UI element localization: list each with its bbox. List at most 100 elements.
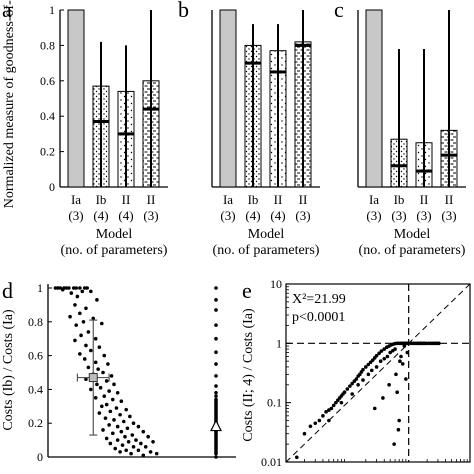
y-tick-label: 0.4 bbox=[28, 382, 43, 396]
panel-e-annotation-chi2: X²=21.99 bbox=[292, 292, 346, 307]
data-point bbox=[73, 338, 77, 343]
data-point bbox=[331, 403, 336, 408]
data-point bbox=[73, 303, 77, 307]
data-point bbox=[100, 321, 104, 326]
x-category-label: Ib bbox=[394, 192, 405, 207]
x-axis-subtitle: (no. of parameters) bbox=[359, 243, 466, 258]
data-point bbox=[84, 306, 88, 311]
data-point bbox=[141, 453, 146, 458]
data-point bbox=[374, 353, 379, 358]
x-param-label: (3) bbox=[366, 208, 381, 223]
panel-d-chart: 0 0.2 0.4 0.6 0.8 1 bbox=[28, 281, 236, 464]
y-tick-label: 10 bbox=[270, 277, 282, 291]
x-category-label: Ib bbox=[248, 192, 259, 207]
x-param-label: (3) bbox=[143, 208, 158, 223]
data-point bbox=[68, 314, 72, 319]
data-point bbox=[406, 341, 411, 346]
data-point bbox=[143, 445, 148, 449]
data-point bbox=[313, 421, 318, 426]
x-param-label: (4) bbox=[245, 208, 260, 223]
data-point bbox=[78, 311, 82, 316]
data-point bbox=[308, 424, 313, 429]
data-point bbox=[382, 347, 387, 351]
x-axis-subtitle: (no. of parameters) bbox=[213, 243, 320, 258]
data-point bbox=[74, 286, 78, 290]
data-point bbox=[356, 383, 360, 387]
data-point bbox=[78, 352, 82, 356]
x-param-label: (4) bbox=[270, 208, 285, 223]
data-point bbox=[394, 372, 398, 377]
x-category-label: II bbox=[122, 192, 131, 207]
data-point bbox=[84, 343, 88, 348]
data-point bbox=[67, 286, 71, 290]
data-point bbox=[121, 419, 126, 424]
data-point bbox=[388, 350, 393, 355]
panel-a-chart: 00.20.40.60.81Ia(3)Ib(4)II(4)II(3)Model(… bbox=[40, 3, 168, 258]
data-point bbox=[329, 406, 334, 411]
data-point bbox=[93, 396, 98, 400]
column-point bbox=[214, 362, 218, 366]
data-point bbox=[81, 320, 86, 324]
data-point bbox=[86, 330, 91, 334]
x-axis-subtitle: (no. of parameters) bbox=[61, 243, 168, 258]
data-point bbox=[339, 400, 344, 405]
data-point bbox=[110, 431, 115, 436]
data-point bbox=[327, 408, 331, 412]
data-point bbox=[139, 441, 143, 446]
data-point bbox=[317, 418, 322, 423]
x-category-label: Ia bbox=[71, 192, 81, 207]
panel-e-ylabel: Costs (II; 4) / Costs (Ia) bbox=[241, 308, 256, 442]
x-axis-title: Model bbox=[248, 227, 285, 242]
data-point bbox=[91, 316, 96, 321]
identity-line bbox=[285, 283, 471, 463]
data-point bbox=[387, 383, 391, 387]
x-category-label: II bbox=[420, 192, 429, 207]
data-point bbox=[321, 414, 325, 418]
data-point bbox=[295, 455, 299, 460]
data-point bbox=[112, 418, 116, 422]
y-tick-label: 0.2 bbox=[28, 416, 43, 430]
data-point bbox=[370, 358, 375, 362]
data-point bbox=[101, 428, 105, 432]
data-point bbox=[93, 360, 98, 365]
data-point bbox=[396, 427, 401, 432]
data-point bbox=[377, 351, 381, 356]
data-point bbox=[107, 389, 111, 393]
x-category-label: II bbox=[147, 192, 156, 207]
panel-c-chart: Ia(3)Ib(3)II(3)II(3)Model(no. of paramet… bbox=[357, 9, 466, 258]
data-point bbox=[93, 336, 98, 341]
data-point bbox=[95, 298, 99, 302]
x-param-label: (3) bbox=[416, 208, 431, 223]
data-point bbox=[114, 406, 119, 410]
data-point bbox=[102, 353, 107, 358]
data-point bbox=[395, 390, 399, 395]
data-point bbox=[342, 390, 347, 395]
x-param-label: (3) bbox=[441, 208, 456, 223]
data-point bbox=[437, 341, 441, 346]
data-point bbox=[69, 291, 74, 295]
x-axis-title: Model bbox=[394, 227, 431, 242]
column-point bbox=[214, 298, 218, 302]
data-point bbox=[366, 372, 371, 377]
y-tick-label: 1 bbox=[49, 3, 55, 17]
data-point bbox=[96, 367, 100, 371]
y-tick-label: 0.8 bbox=[28, 315, 43, 329]
x-axis-title: Model bbox=[96, 227, 133, 242]
panel-e-annotation-p: p<0.0001 bbox=[292, 310, 345, 325]
data-point bbox=[120, 443, 125, 447]
data-point bbox=[89, 348, 93, 353]
column-point bbox=[214, 397, 218, 402]
data-point bbox=[113, 446, 118, 451]
x-param-label: (4) bbox=[118, 208, 133, 223]
data-point bbox=[112, 382, 116, 387]
bar bbox=[365, 9, 383, 188]
data-point bbox=[366, 362, 371, 367]
data-point bbox=[106, 362, 110, 366]
data-point bbox=[378, 359, 383, 363]
plot-frame bbox=[285, 283, 471, 463]
x-param-label: (3) bbox=[68, 208, 83, 223]
data-point bbox=[124, 448, 128, 453]
column-point bbox=[214, 384, 218, 388]
data-point bbox=[379, 349, 384, 353]
data-point bbox=[119, 399, 124, 404]
